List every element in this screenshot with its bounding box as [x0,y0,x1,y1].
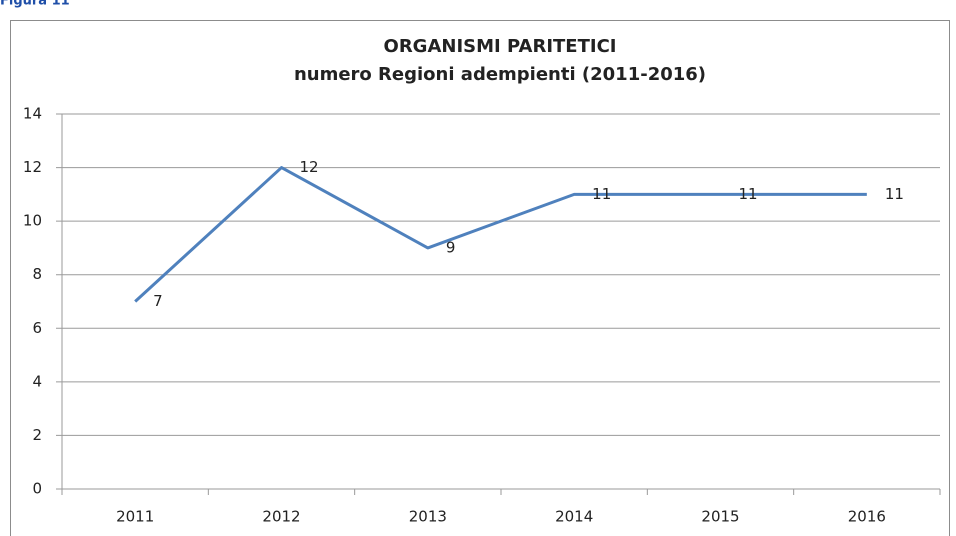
y-tick-label: 4 [32,372,42,390]
chart-title: ORGANISMI PARITETICI [384,36,617,57]
data-label: 11 [739,185,758,203]
data-label: 7 [153,292,163,310]
y-tick-label: 10 [23,212,42,230]
data-label: 12 [300,158,319,176]
x-tick-label: 2015 [701,508,739,526]
chart-border [10,20,950,536]
y-tick-label: 0 [32,480,42,498]
x-tick-label: 2014 [555,508,593,526]
data-label: 11 [885,185,904,203]
x-tick-label: 2012 [262,508,300,526]
data-label: 9 [446,238,456,256]
y-tick-label: 12 [23,158,42,176]
figure-label: Figura 11 [0,0,70,9]
y-tick-label: 14 [23,105,42,123]
y-tick-label: 2 [32,426,42,444]
x-tick-label: 2016 [848,508,886,526]
y-tick-label: 8 [32,265,42,283]
x-tick-label: 2011 [116,508,154,526]
chart-subtitle: numero Regioni adempienti (2011-2016) [294,64,706,85]
data-label: 11 [592,185,611,203]
y-tick-label: 6 [32,319,42,337]
x-tick-label: 2013 [409,508,447,526]
data-line [134,166,867,303]
